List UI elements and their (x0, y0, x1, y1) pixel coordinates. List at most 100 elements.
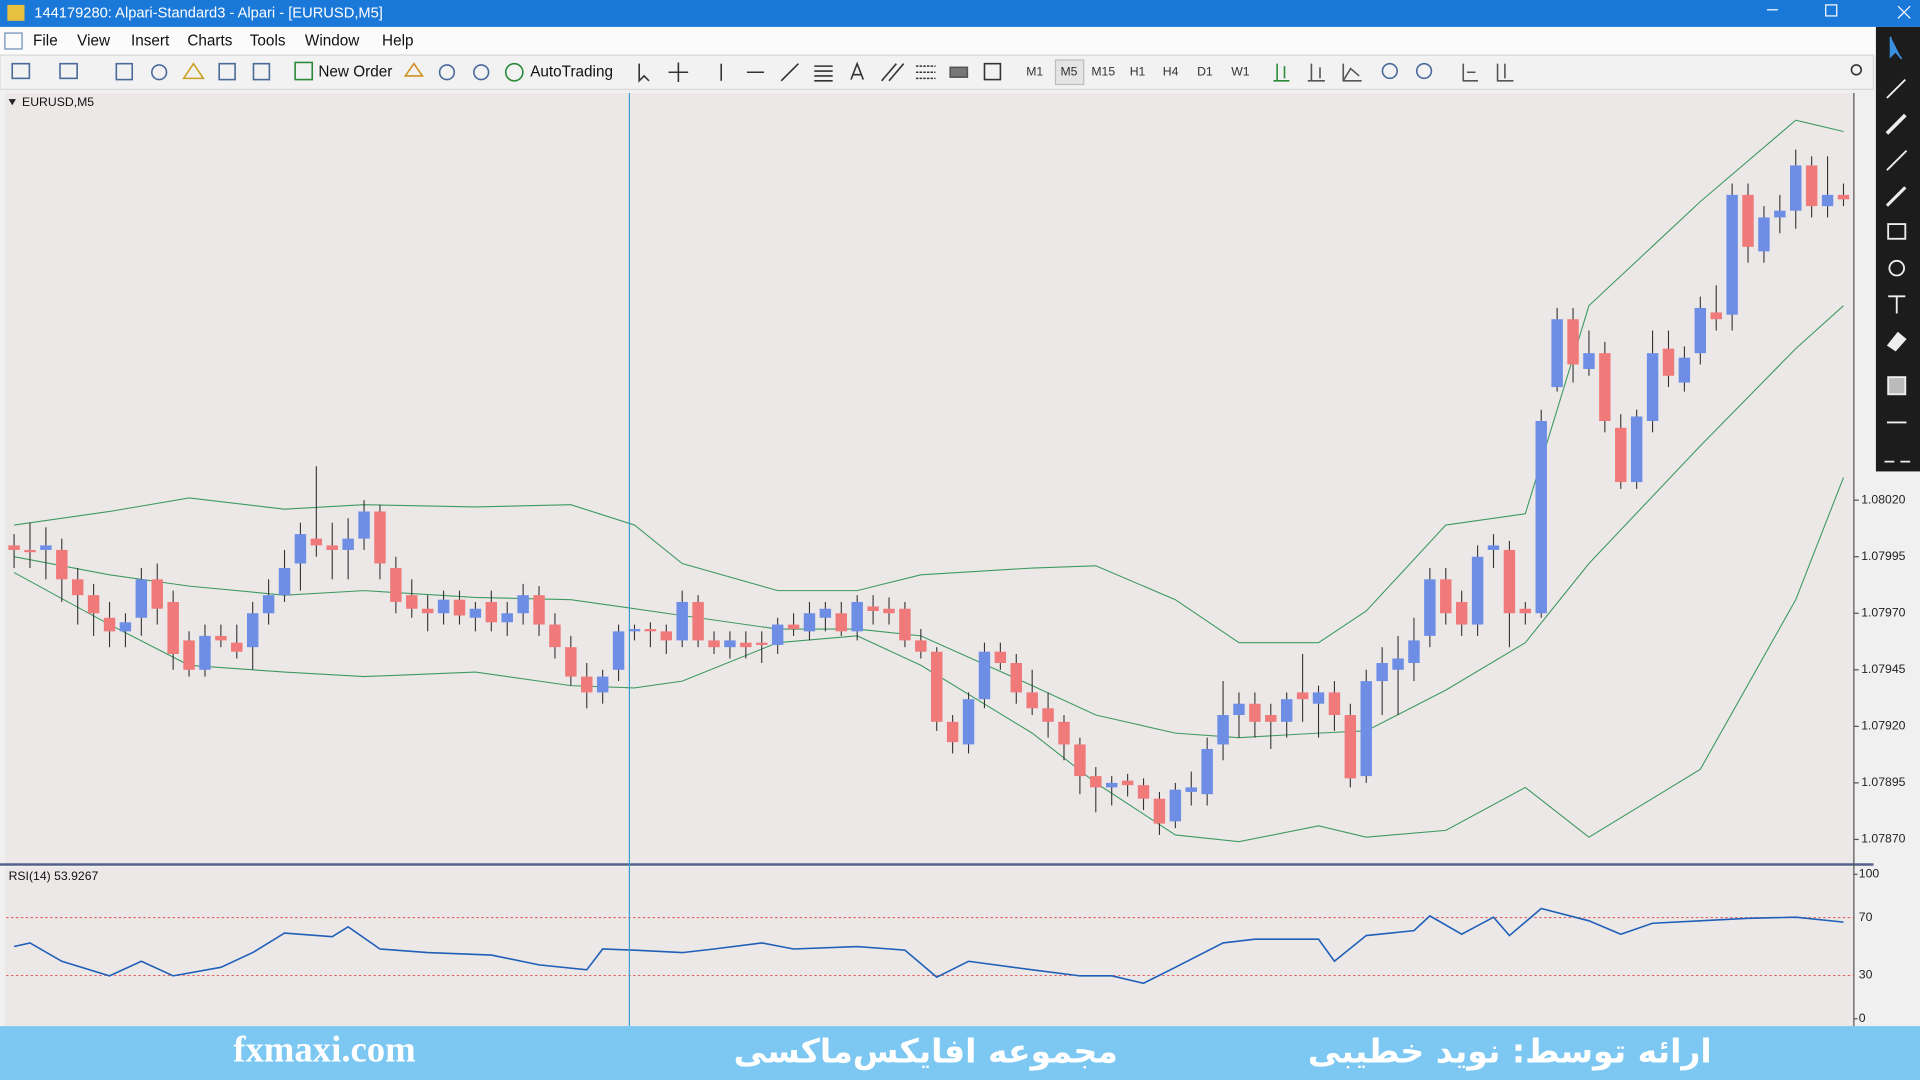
candle-body (1758, 217, 1770, 252)
timeframe-button[interactable]: H4 (1163, 64, 1179, 78)
zoom-in-button[interactable] (1381, 62, 1398, 80)
chart-title: EURUSD,M5 (22, 95, 94, 109)
rectangle-tool[interactable] (1887, 223, 1907, 240)
label-tool[interactable] (949, 66, 969, 78)
candle-body (931, 651, 943, 722)
menu-item[interactable]: Tools (250, 33, 286, 50)
menu-item[interactable]: Charts (187, 33, 232, 50)
menu-bar (0, 26, 1920, 56)
trendline-tool[interactable] (780, 63, 799, 82)
candle-body (1169, 789, 1182, 822)
maximize-button[interactable] (1825, 4, 1838, 17)
menu-item[interactable]: Help (382, 33, 413, 50)
crosshair-tool[interactable] (668, 62, 689, 83)
candle-body (262, 595, 275, 614)
candle-body (1408, 640, 1420, 664)
tester-icon[interactable] (252, 62, 271, 81)
drawing-toolbar (1875, 26, 1920, 472)
candle-body (1392, 658, 1404, 670)
title-bar (0, 0, 1920, 27)
candle-body (1344, 715, 1357, 779)
channel-tool[interactable] (881, 63, 905, 82)
navigator-icon[interactable] (151, 64, 168, 81)
chart-collapse-icon (8, 99, 16, 106)
candle-body (517, 595, 529, 614)
autotrading-icon[interactable] (504, 62, 524, 82)
candle-body (740, 642, 752, 648)
terminal-icon[interactable] (218, 62, 236, 81)
metaeditor-icon[interactable] (403, 62, 424, 77)
candle-body (294, 534, 307, 564)
arrow-tool[interactable] (983, 62, 1002, 81)
candle-body (1630, 416, 1643, 483)
candle-body (1567, 319, 1579, 365)
autoscroll-button[interactable] (1462, 63, 1478, 82)
candle-body (1074, 744, 1086, 777)
search-icon[interactable] (1850, 64, 1863, 76)
candle-body (278, 568, 291, 596)
candle-body (946, 721, 959, 743)
timeframe-button[interactable]: M5 (1060, 64, 1077, 78)
brush-tool[interactable] (1885, 186, 1907, 207)
menu-item[interactable]: Window (305, 33, 360, 50)
gann-tool[interactable] (915, 65, 936, 80)
new-chart-icon[interactable] (11, 62, 31, 80)
candle-body (612, 631, 625, 670)
candle-body (1551, 319, 1563, 388)
market-watch-icon[interactable] (115, 62, 134, 81)
text-tool-right[interactable] (1888, 295, 1906, 314)
candle-body (1280, 699, 1293, 722)
candle-body (1503, 549, 1516, 614)
chart-shift-button[interactable] (1496, 63, 1514, 82)
candle-body (1042, 708, 1054, 722)
opacity-tool[interactable] (1887, 376, 1907, 396)
new-order-button[interactable]: New Order (318, 63, 392, 80)
timeframe-button[interactable]: M15 (1091, 64, 1115, 78)
candle-body (1742, 194, 1754, 247)
candle-body (1185, 787, 1197, 792)
timeframe-button[interactable]: W1 (1231, 64, 1250, 78)
candle-body (787, 624, 800, 630)
candle-body (231, 642, 243, 652)
line-tool[interactable] (1886, 149, 1908, 171)
new-order-icon[interactable] (294, 61, 314, 81)
menu-item[interactable]: View (77, 33, 111, 50)
experts-icon[interactable] (438, 64, 456, 81)
candle-body (1058, 721, 1070, 745)
toolbar-icons (11, 61, 1863, 83)
select-tool[interactable] (1889, 36, 1903, 60)
pencil-tool[interactable] (1886, 78, 1906, 99)
zoom-out-button[interactable] (1415, 62, 1433, 80)
banner-presenter: ارائه توسط: نوید خطیبی (1308, 1032, 1712, 1072)
fibo-tool[interactable] (814, 65, 833, 82)
banner-site: fxmaxi.com (233, 1028, 416, 1069)
autotrading-button[interactable]: AutoTrading (530, 63, 613, 80)
timeframe-button[interactable]: H1 (1130, 64, 1146, 78)
line-chart-button[interactable] (1342, 63, 1362, 82)
candle-chart-button[interactable] (1307, 63, 1325, 82)
menu-item[interactable]: File (33, 33, 58, 50)
candle-body (978, 651, 991, 700)
cursor-tool[interactable] (638, 63, 650, 83)
doc-icon (4, 32, 23, 50)
eraser-tool[interactable] (1886, 331, 1907, 352)
candle-body (1805, 165, 1818, 207)
close-button[interactable] (1897, 5, 1911, 19)
bar-chart-button[interactable] (1273, 63, 1290, 82)
timeframe-button[interactable]: D1 (1197, 64, 1213, 78)
profiles-icon[interactable] (59, 62, 78, 80)
y-tick-label: 70 (1859, 910, 1873, 924)
marker-tool[interactable] (1885, 113, 1907, 135)
candle-body (851, 601, 863, 632)
candle-body (1312, 692, 1325, 704)
timeframe-button[interactable]: M1 (1026, 64, 1043, 78)
candle-body (1153, 798, 1166, 824)
signals-icon[interactable] (473, 64, 490, 81)
menu-item[interactable]: Insert (131, 33, 170, 50)
text-tool[interactable] (850, 61, 865, 80)
candle-body (660, 631, 673, 641)
favorites-icon[interactable] (182, 62, 205, 80)
candle-body (835, 613, 848, 632)
shapes-tool[interactable] (1888, 259, 1905, 277)
